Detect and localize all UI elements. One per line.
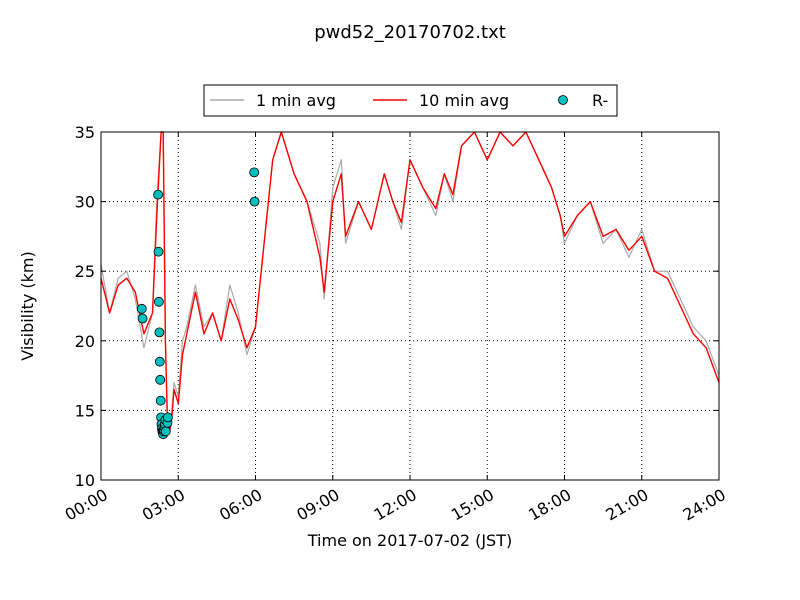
scatter-point	[155, 374, 166, 385]
x-tick-label: 00:00	[62, 485, 111, 525]
plot-area	[101, 132, 719, 480]
y-tick-label: 10	[75, 471, 95, 490]
y-tick-label: 35	[75, 123, 95, 142]
y-tick-label: 15	[75, 401, 95, 420]
y-tick-label: 20	[75, 332, 95, 351]
chart-title: pwd52_20170702.txt	[314, 22, 506, 43]
scatter-point	[155, 395, 166, 406]
scatter-point	[160, 426, 171, 437]
x-tick-label: 18:00	[525, 485, 574, 525]
x-axis-label: Time on 2017-07-02 (JST)	[307, 531, 512, 550]
scatter-point	[249, 196, 260, 207]
legend-r-swatch	[558, 95, 568, 105]
scatter-point	[137, 313, 148, 324]
legend-1min-label: 1 min avg	[256, 91, 336, 110]
x-tick-label: 15:00	[448, 485, 497, 525]
x-tick-label: 03:00	[139, 485, 188, 525]
scatter-point	[153, 296, 164, 307]
x-tick-label: 24:00	[680, 485, 729, 525]
scatter-point	[154, 327, 165, 338]
x-tick-label: 12:00	[371, 485, 420, 525]
y-axis-label: Visibility (km)	[18, 251, 37, 360]
legend: 1 min avg 10 min avg R-	[203, 84, 618, 117]
legend-10min-label: 10 min avg	[419, 91, 509, 110]
scatter-point	[153, 246, 164, 257]
x-tick-label: 21:00	[602, 485, 651, 525]
series-layer	[100, 131, 720, 440]
x-tick-label: 09:00	[293, 485, 342, 525]
y-tick-label: 30	[75, 193, 95, 212]
scatter-point	[162, 412, 173, 423]
grid	[101, 132, 719, 480]
scatter-point	[154, 356, 165, 367]
x-tick-label: 06:00	[216, 485, 265, 525]
scatter-point	[153, 189, 164, 200]
legend-box	[203, 84, 618, 117]
scatter-point	[136, 303, 147, 314]
scatter-point	[249, 167, 260, 178]
legend-r-label: R-	[592, 91, 608, 110]
y-tick-label: 25	[75, 262, 95, 281]
